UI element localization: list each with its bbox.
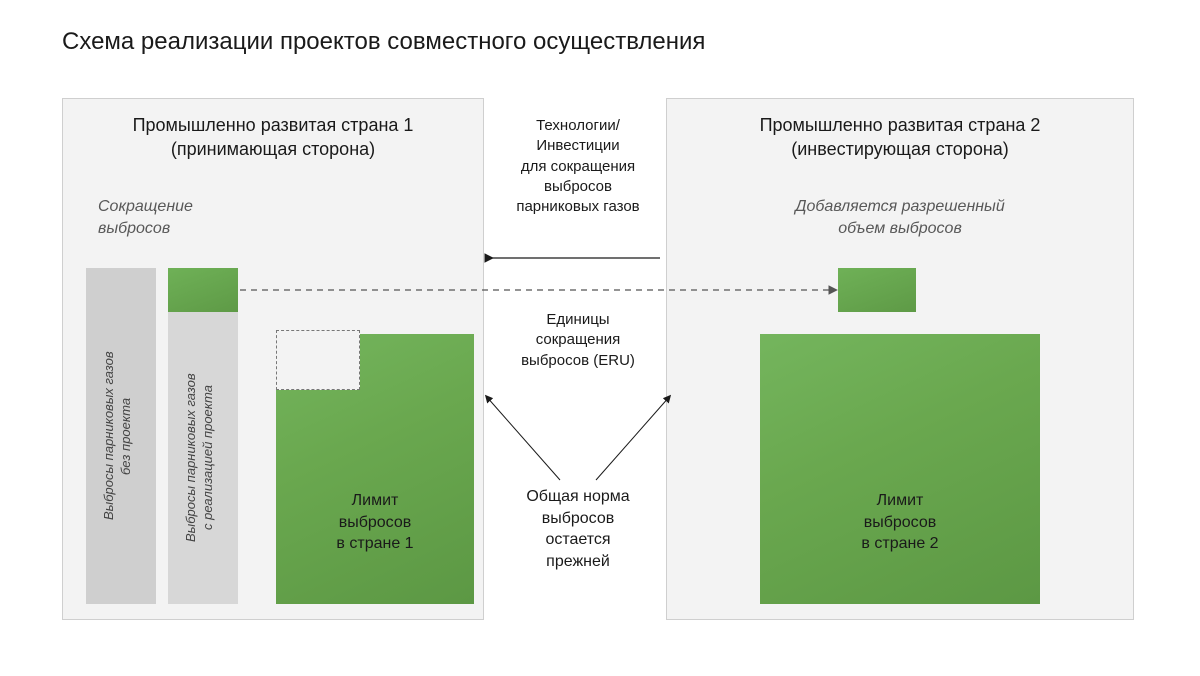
eru-l3: выбросов (ERU) [521, 352, 635, 369]
norm-l4: прежней [546, 553, 610, 570]
bar-emissions-with-project: Выбросы парниковых газовс реализацией пр… [168, 312, 238, 604]
panel-1-title-line2: (принимающая сторона) [171, 139, 375, 159]
eru-label: Единицы сокращения выбросов (ERU) [500, 310, 656, 371]
limit-1-label: Лимит выбросов в стране 1 [276, 490, 474, 555]
norm-arrow-right [596, 396, 670, 480]
bar2-green-top [168, 268, 238, 312]
tech-l5: парниковых газов [516, 198, 639, 215]
norm-l1: Общая норма [526, 488, 629, 505]
added-l1: Добавляется разрешенный [795, 198, 1004, 215]
tech-l1: Технологии/ [536, 117, 620, 134]
dashed-cutout [276, 330, 360, 390]
limit-1-l3: в стране 1 [336, 535, 413, 552]
reduction-label-l1: Сокращение [98, 198, 193, 215]
limit-2-l2: выбросов [864, 514, 937, 531]
tech-l2: Инвестиции [536, 137, 619, 154]
tech-l3: для сокращения [521, 158, 635, 175]
diagram-root: Схема реализации проектов совместного ос… [0, 0, 1200, 676]
bar1-vlabel: Выбросы парниковых газовбез проекта [101, 296, 141, 576]
limit-2-l1: Лимит [877, 492, 924, 509]
norm-arrow-left [486, 396, 560, 480]
page-title: Схема реализации проектов совместного ос… [62, 28, 705, 56]
limit-1-l2: выбросов [339, 514, 412, 531]
added-green-block [838, 268, 916, 312]
limit-1-l1: Лимит [352, 492, 399, 509]
limit-2-l3: в стране 2 [861, 535, 938, 552]
bar-emissions-no-project: Выбросы парниковых газовбез проекта [86, 268, 156, 604]
limit-country-2: Лимит выбросов в стране 2 [760, 334, 1040, 604]
tech-invest-label: Технологии/ Инвестиции для сокращения вы… [496, 116, 660, 217]
panel-1-title: Промышленно развитая страна 1 (принимающ… [63, 113, 483, 162]
tech-l4: выбросов [544, 178, 612, 195]
added-allowed-label: Добавляется разрешенный объем выбросов [760, 196, 1040, 239]
norm-l2: выбросов [542, 510, 615, 527]
limit-2-label: Лимит выбросов в стране 2 [760, 490, 1040, 555]
eru-l1: Единицы [546, 311, 609, 328]
total-norm-label: Общая норма выбросов остается прежней [500, 486, 656, 572]
panel-2-title-line2: (инвестирующая сторона) [791, 139, 1009, 159]
norm-l3: остается [545, 531, 610, 548]
eru-l2: сокращения [536, 331, 621, 348]
panel-2-title: Промышленно развитая страна 2 (инвестиру… [667, 113, 1133, 162]
added-l2: объем выбросов [838, 220, 962, 237]
reduction-label-l2: выбросов [98, 220, 170, 237]
panel-1-title-line1: Промышленно развитая страна 1 [133, 115, 414, 135]
reduction-label: Сокращение выбросов [98, 196, 238, 239]
panel-2-title-line1: Промышленно развитая страна 2 [760, 115, 1041, 135]
bar2-vlabel: Выбросы парниковых газовс реализацией пр… [183, 322, 223, 594]
